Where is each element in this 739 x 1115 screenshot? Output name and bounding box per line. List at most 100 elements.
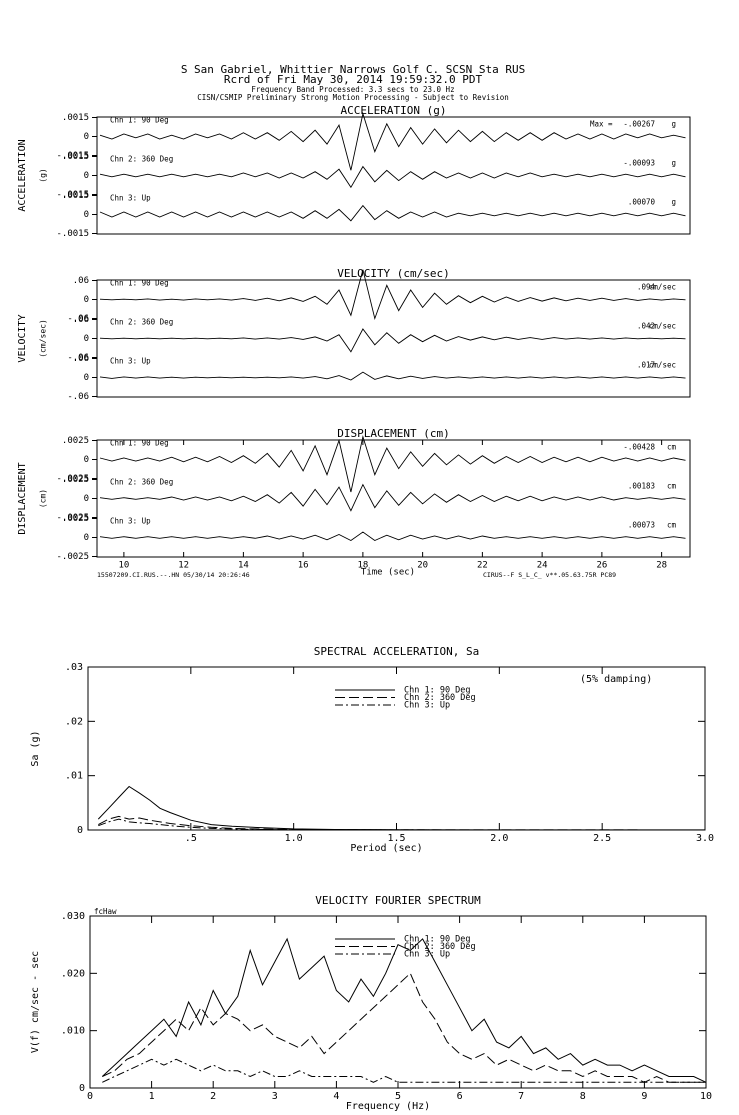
channel-name: Chn 3: Up [110,357,151,366]
x-tick-label: 16 [298,561,309,571]
y-tick-label: -.06 [67,314,89,324]
channel-name: Chn 1: 90 Deg [110,279,169,288]
legend-label: Chn 3: Up [404,950,450,960]
y-tick-label: .0025 [62,514,89,524]
y-tick-label: .01 [65,771,83,782]
trace [99,111,686,171]
series-line [102,1058,706,1083]
max-caption: Max = [590,120,613,129]
max-unit: cm [667,443,677,452]
max-unit: g [671,120,676,129]
y-tick-label: -.0015 [56,151,89,161]
x-tick-label: 22 [477,561,488,571]
y-tick-label: -.0025 [56,474,89,484]
y-tick-label: .0015 [62,152,89,162]
y-tick-label: 0 [84,494,89,504]
chart-title: VELOCITY FOURIER SPECTRUM [315,894,481,907]
panel-title: DISPLACEMENT (cm) [337,427,450,440]
max-value: .017 [637,361,655,370]
y-tick-label: -.0025 [56,513,89,523]
max-value: -.00093 [623,159,655,168]
y-axis-unit: (cm/sec) [39,319,48,358]
footer-left: 15507209.CI.RUS.--.HN 05/30/14 20:26:46 [97,571,250,579]
y-tick-label: .06 [73,315,89,325]
max-unit: cm [667,482,677,491]
max-unit: cm/sec [649,361,676,370]
x-tick-label: 1.5 [387,833,405,844]
y-axis-label: DISPLACEMENT [17,462,28,534]
y-tick-label: .0025 [62,475,89,485]
max-value: -.00267 [623,120,655,129]
x-tick-label: 24 [537,561,548,571]
max-value: .00070 [628,198,656,207]
y-axis-label: Sa (g) [30,730,41,766]
plot-frame [89,915,707,1089]
max-value: .094 [637,283,656,292]
trace [99,328,686,353]
y-axis-label: V(f) cm/sec - sec [30,951,41,1053]
trace [99,371,686,381]
x-tick-label: 18 [357,561,368,571]
header-line: S San Gabriel, Whittier Narrows Golf C. … [181,63,525,76]
x-tick-label: 1 [149,1091,155,1102]
y-tick-label: -.0025 [56,552,89,562]
x-tick-label: 12 [178,561,189,571]
channel-name: Chn 2: 360 Deg [110,318,173,327]
y-tick-label: .0015 [62,191,89,201]
series-line [98,815,706,831]
x-tick-label: 20 [417,561,428,571]
trace [99,165,686,189]
max-unit: cm/sec [649,322,676,331]
header-line: Frequency Band Processed: 3.3 secs to 23… [251,85,454,94]
y-tick-label: .010 [61,1026,85,1037]
annotation: (5% damping) [580,674,652,685]
x-tick-label: 8 [580,1091,586,1102]
max-unit: cm/sec [649,283,676,292]
max-value: .00183 [628,482,655,491]
y-tick-label: 0 [84,334,89,344]
y-tick-label: -.06 [67,353,89,363]
footer-right: CIRUS--F S_L_C_ v**.05.63.75R PC89 [483,571,616,579]
panel-title: VELOCITY (cm/sec) [337,267,450,280]
y-tick-label: 0 [84,533,89,543]
legend-label: Chn 1: 90 Deg [404,686,471,696]
max-unit: cm [667,521,677,530]
x-tick-label: 10 [700,1091,712,1102]
y-tick-label: .02 [65,716,83,727]
series-line [101,937,707,1083]
y-tick-label: .06 [73,276,89,286]
x-tick-label: 3.0 [696,833,714,844]
x-tick-label: 26 [596,561,607,571]
series-line [97,785,705,831]
panel-title: ACCELERATION (g) [341,104,447,117]
x-tick-label: 28 [656,561,667,571]
legend-label: Chn 2: 360 Deg [404,693,476,703]
y-axis-unit: (g) [39,168,48,182]
channel-name: Chn 1: 90 Deg [110,439,169,448]
y-axis-label: ACCELERATION [17,139,28,211]
trace [99,269,686,321]
y-tick-label: .06 [73,354,89,364]
y-tick-label: 0 [84,132,89,142]
channel-name: Chn 2: 360 Deg [110,478,173,487]
channel-name: Chn 3: Up [110,194,151,203]
x-axis-label: Frequency (Hz) [346,1101,430,1112]
y-tick-label: 0 [84,373,89,383]
y-tick-label: 0 [77,825,83,836]
x-tick-label: 7 [518,1091,524,1102]
channel-name: Chn 2: 360 Deg [110,155,173,164]
channel-name: Chn 3: Up [110,517,151,526]
trace [99,204,686,222]
x-tick-label: 3 [272,1091,278,1102]
series-line [98,818,705,831]
x-axis-label: Period (sec) [350,843,422,854]
chart-title: SPECTRAL ACCELERATION, Sa [314,645,480,658]
y-tick-label: .0015 [62,113,89,123]
y-tick-label: 0 [84,455,89,465]
x-tick-label: 5 [395,1091,401,1102]
max-unit: g [671,198,676,207]
x-tick-label: 6 [457,1091,463,1102]
header-line: Rcrd of Fri May 30, 2014 19:59:32.0 PDT [224,73,483,86]
y-tick-label: 0 [84,171,89,181]
